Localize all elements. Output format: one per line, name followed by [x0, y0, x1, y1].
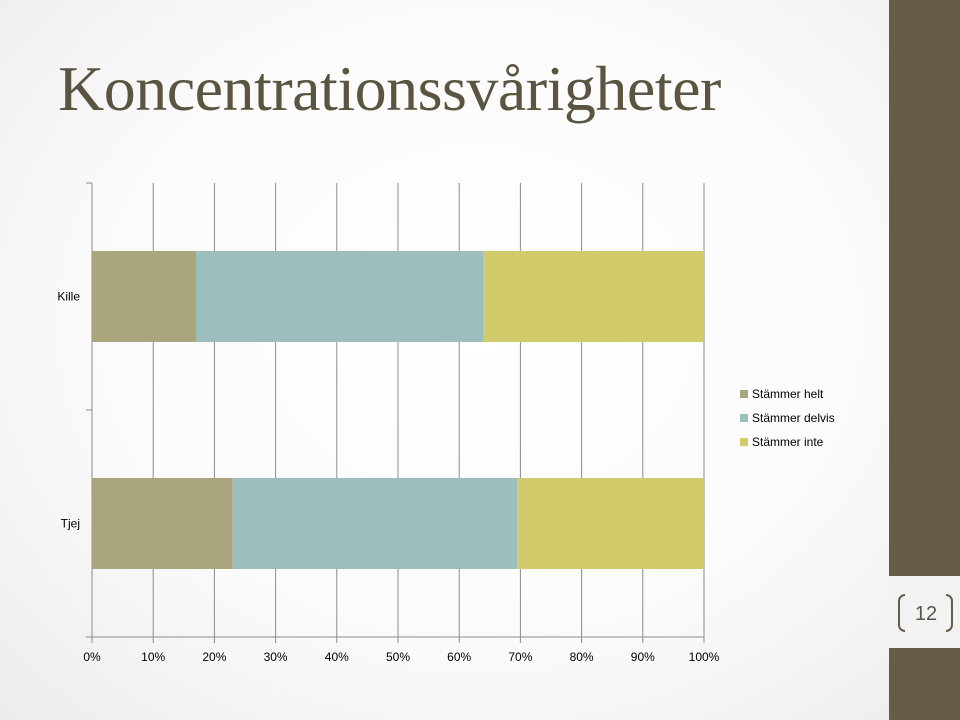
- left-bracket-icon: [898, 594, 905, 632]
- x-tick-label: 20%: [202, 650, 226, 664]
- bar-segment: [232, 478, 518, 569]
- bar-segment: [517, 478, 704, 569]
- category-label: Tjej: [61, 517, 80, 531]
- x-tick-label: 70%: [508, 650, 532, 664]
- x-tick-label: 10%: [141, 650, 165, 664]
- bar-segment: [92, 251, 197, 342]
- x-tick-label: 30%: [264, 650, 288, 664]
- bar-segment: [92, 478, 233, 569]
- x-tick-label: 100%: [689, 650, 720, 664]
- x-tick-label: 40%: [325, 650, 349, 664]
- legend-label: Stämmer inte: [752, 435, 824, 449]
- legend-label: Stämmer delvis: [752, 411, 835, 425]
- bar-segment: [196, 251, 484, 342]
- x-tick-label: 50%: [386, 650, 410, 664]
- stacked-bar-chart: 0% 10% 20% 30% 40% 50% 60% 70% 80% 90% 100% Kille Tj…: [57, 182, 835, 664]
- bar-segment: [483, 251, 704, 342]
- legend-swatch: [740, 414, 748, 422]
- x-tick-label: 80%: [570, 650, 594, 664]
- category-label: Kille: [57, 290, 80, 304]
- x-tick-label: 0%: [83, 650, 101, 664]
- legend-label: Stämmer helt: [752, 387, 824, 401]
- right-bracket-icon: [946, 594, 953, 632]
- legend-swatch: [740, 390, 748, 398]
- slide-number-band: [889, 576, 960, 648]
- page-title: Koncentrationssvårigheter: [58, 53, 721, 124]
- x-tick-label: 90%: [631, 650, 655, 664]
- slide-number: 12: [914, 602, 938, 625]
- x-tick-label: 60%: [447, 650, 471, 664]
- legend-swatch: [740, 438, 748, 446]
